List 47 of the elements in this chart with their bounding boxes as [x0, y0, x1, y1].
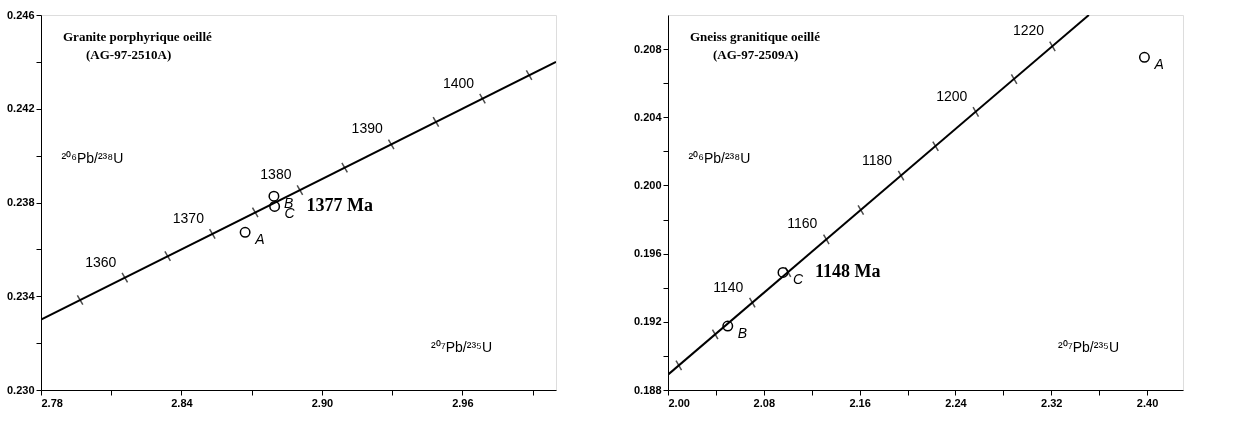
- x-tick-label: 2.84: [171, 396, 194, 409]
- y-tick-label: 0.200: [633, 178, 662, 191]
- y-tick-label: 0.238: [6, 196, 35, 208]
- x-tick-label: 2.24: [945, 396, 968, 409]
- y-tick-label: 0.242: [6, 102, 35, 115]
- x-tick-label: 2.32: [1041, 396, 1063, 409]
- point: [722, 320, 734, 332]
- x-tick-label: 2.96: [452, 396, 474, 409]
- y-axis-title: ²⁰⁶Pb/²³⁸U: [688, 149, 751, 166]
- annotation: 1377 Ma: [306, 195, 374, 216]
- x-tick-label: 2.78: [41, 396, 63, 409]
- y-tick-label: 0.208: [633, 42, 662, 55]
- annotation: 1370: [172, 209, 205, 226]
- annotation: 1180: [862, 151, 893, 168]
- annotation: 1200: [936, 87, 968, 104]
- x-axis-title: ²⁰⁷Pb/²³⁵U: [1058, 338, 1119, 355]
- x-axis-title: ²⁰⁷Pb/²³⁵U: [431, 338, 492, 355]
- annotation: 1390: [351, 120, 383, 137]
- series-label: A: [1153, 56, 1164, 73]
- annotation: 1380: [260, 166, 292, 183]
- annotation: 1360: [85, 253, 117, 270]
- series-label: B: [737, 325, 748, 342]
- text: (AG-97-2509A): [713, 47, 799, 62]
- annotation: 1148 Ma: [814, 261, 881, 282]
- x-tick-label: 2.16: [849, 396, 871, 409]
- y-tick-label: 0.246: [6, 8, 35, 21]
- series-label: A: [254, 231, 265, 248]
- annotation: 1400: [442, 74, 475, 91]
- y-axis-title: ²⁰⁶Pb/²³⁸U: [61, 149, 124, 166]
- x-tick-label: 2.00: [668, 396, 690, 409]
- y-tick-label: 0.192: [633, 315, 662, 328]
- text: Granite porphyrique oeillé: [63, 29, 212, 44]
- y-tick-label: 0.234: [6, 289, 36, 302]
- annotation: 1160: [787, 215, 818, 232]
- y-tick-label: 0.188: [633, 383, 662, 396]
- x-tick-label: 2.90: [311, 396, 334, 409]
- y-tick-label: 0.204: [633, 110, 663, 123]
- y-tick-label: 0.230: [6, 383, 35, 396]
- annotation: 1220: [1012, 22, 1045, 39]
- text: Gneiss granitique oeillé: [690, 29, 821, 44]
- text: (AG-97-2510A): [86, 47, 172, 62]
- series-label: C: [792, 271, 804, 288]
- y-tick-label: 0.196: [633, 247, 662, 260]
- annotation: 1140: [713, 278, 744, 295]
- x-tick-label: 2.40: [1136, 396, 1159, 409]
- point: [1138, 51, 1150, 63]
- x-tick-label: 2.08: [753, 396, 776, 409]
